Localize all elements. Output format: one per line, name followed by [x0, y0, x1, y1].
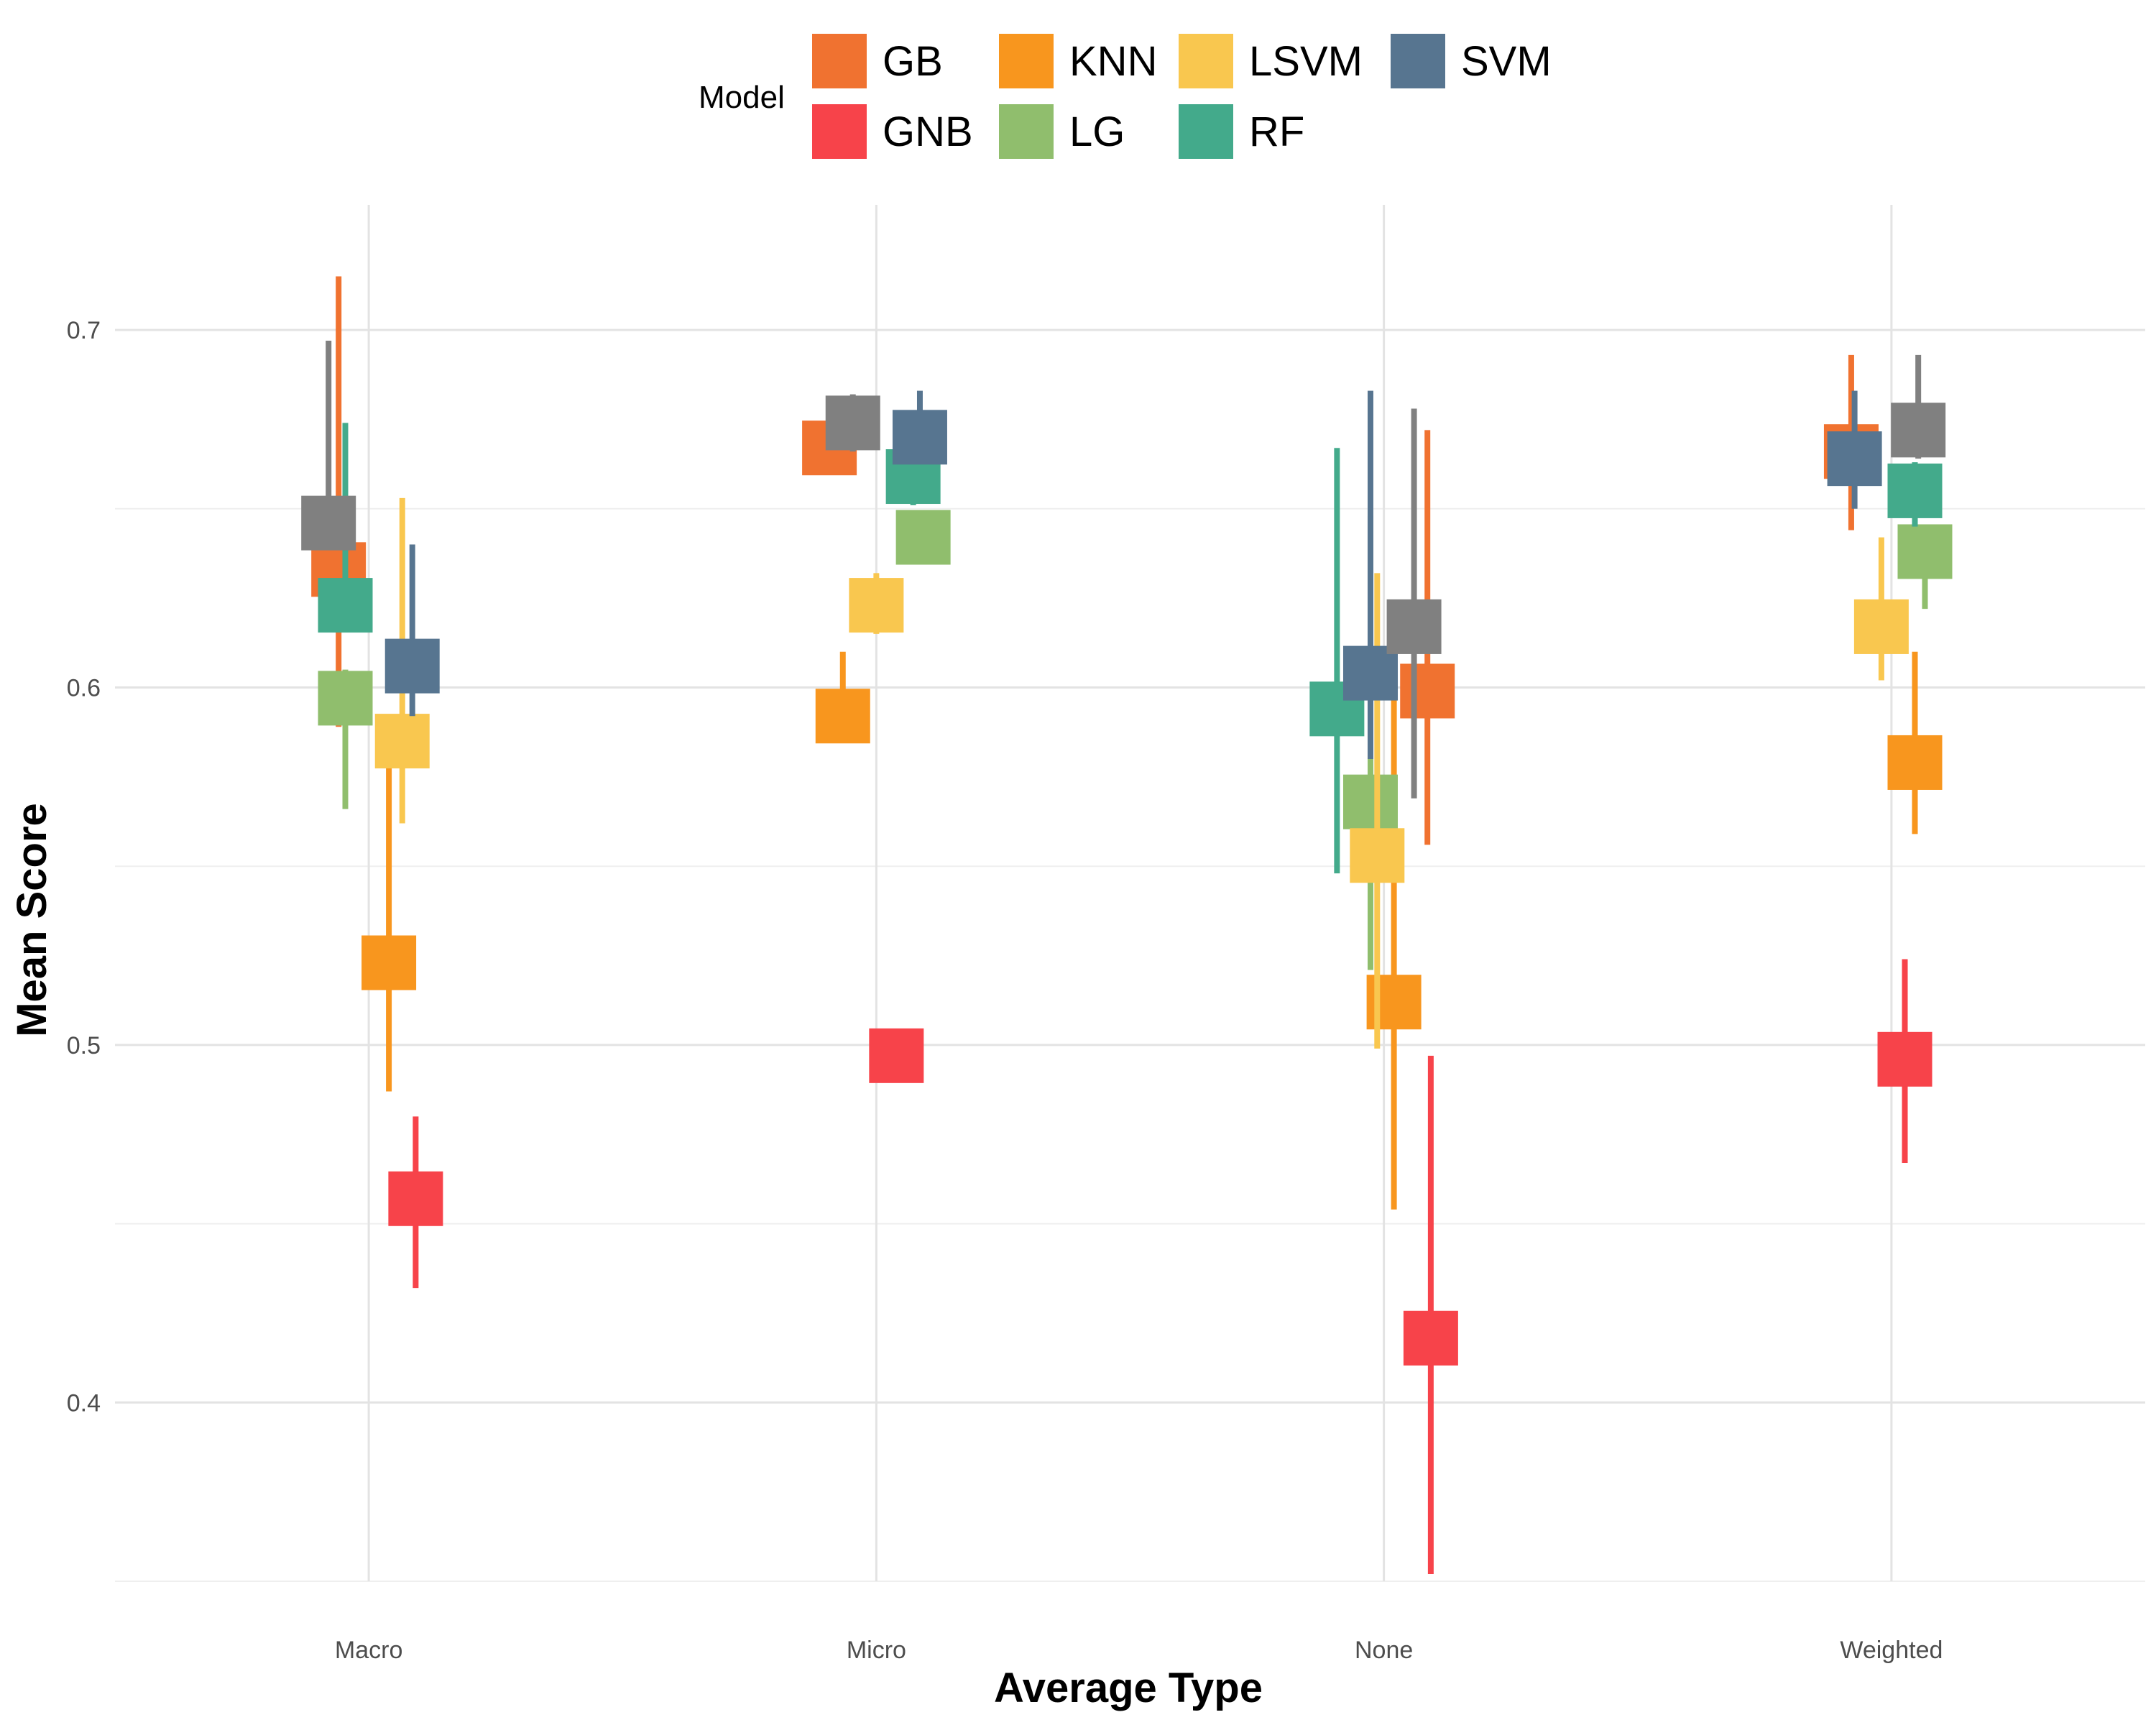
mean-box [1342, 774, 1398, 829]
mean-box [374, 714, 430, 769]
x-tick-label: Weighted [1840, 1637, 1943, 1664]
x-tick-label: None [1355, 1637, 1413, 1664]
series-lsvm [374, 497, 1909, 1049]
mean-box [849, 578, 904, 633]
legend-items: GB GNB KNN LG LSVM RF SVM [812, 34, 1552, 159]
mean-box [1887, 735, 1943, 790]
data-marks [301, 276, 1953, 1575]
y-tick-label: 0.6 [67, 674, 101, 702]
series-knn [361, 651, 1943, 1210]
legend-label: LG [1069, 109, 1125, 155]
series-svm [384, 390, 1882, 759]
y-axis-ticks: 0.4 0.5 0.6 0.7 [67, 317, 101, 1417]
mean-box [1897, 524, 1953, 579]
mean-box [361, 935, 417, 990]
legend-swatch [1179, 104, 1233, 159]
x-axis-ticks: Macro Micro None Weighted [335, 1637, 1943, 1664]
mean-box [825, 395, 880, 451]
series-gnb [388, 959, 1932, 1575]
series-rf [318, 423, 1943, 874]
mean-box [1350, 828, 1405, 883]
mean-box [1853, 599, 1909, 654]
mean-box [869, 1028, 924, 1083]
x-axis-title: Average Type [994, 1665, 1263, 1711]
grid-lines [115, 205, 2145, 1582]
mean-box [1877, 1031, 1932, 1087]
mean-box [1403, 1310, 1458, 1366]
mean-box [318, 578, 373, 633]
legend-item-gnb: GNB [812, 104, 973, 159]
legend-label: RF [1249, 109, 1304, 155]
legend-swatch [999, 104, 1054, 159]
mean-box [1386, 599, 1442, 654]
legend-swatch [812, 34, 867, 88]
legend-swatch [1391, 34, 1445, 88]
legend: Model GB GNB KNN LG LSVM RF SVM [699, 34, 1552, 159]
legend-item-rf: RF [1179, 104, 1304, 159]
legend-item-lsvm: LSVM [1179, 34, 1363, 88]
y-tick-label: 0.5 [67, 1032, 101, 1059]
y-tick-label: 0.4 [67, 1389, 101, 1417]
mean-box [1891, 402, 1946, 458]
legend-item-knn: KNN [999, 34, 1157, 88]
legend-swatch [999, 34, 1054, 88]
legend-item-lg: LG [999, 104, 1125, 159]
mean-box [384, 638, 440, 694]
mean-box [301, 495, 356, 551]
legend-label: GNB [883, 109, 973, 155]
x-tick-label: Micro [847, 1637, 906, 1664]
legend-item-svm: SVM [1391, 34, 1552, 88]
legend-title: Model [699, 80, 785, 115]
mean-box [1827, 431, 1882, 487]
legend-label: SVM [1461, 38, 1552, 85]
series-gb [311, 276, 1879, 845]
y-axis-title: Mean Score [9, 803, 55, 1037]
mean-box [1400, 663, 1455, 719]
legend-label: LSVM [1249, 38, 1363, 85]
legend-swatch [812, 104, 867, 159]
series-lg [318, 510, 1953, 970]
mean-box [1342, 645, 1398, 701]
mean-box [892, 410, 947, 465]
series-unnamed [301, 341, 1946, 799]
legend-label: KNN [1069, 38, 1157, 85]
mean-box [895, 510, 951, 565]
mean-box [318, 671, 373, 726]
legend-swatch [1179, 34, 1233, 88]
mean-box [1887, 463, 1943, 518]
mean-box [388, 1171, 443, 1226]
mean-box [815, 689, 870, 744]
x-tick-label: Macro [335, 1637, 402, 1664]
y-tick-label: 0.7 [67, 317, 101, 344]
legend-label: GB [883, 38, 943, 85]
legend-item-gb: GB [812, 34, 943, 88]
